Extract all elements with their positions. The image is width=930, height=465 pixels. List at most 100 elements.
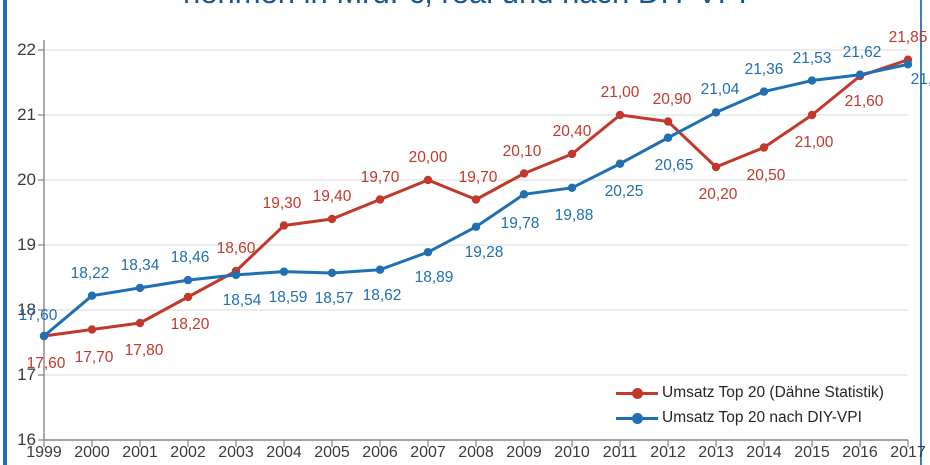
- legend-marker-red-icon: [616, 386, 658, 400]
- data-point: [231, 270, 241, 280]
- x-tick-label: 2015: [794, 444, 830, 461]
- y-tick-label: 17: [17, 365, 36, 384]
- data-point: [471, 195, 481, 204]
- data-label: 18,34: [120, 256, 160, 274]
- x-tick-label: 2012: [650, 444, 686, 461]
- data-label: 18,62: [362, 286, 402, 304]
- x-tick-label: 2007: [410, 444, 446, 461]
- data-point: [183, 292, 193, 302]
- data-label: 20,40: [552, 123, 592, 140]
- data-label: 21,04: [700, 81, 740, 99]
- data-point: [519, 190, 529, 199]
- x-tick-label: 2001: [122, 444, 158, 461]
- data-point: [711, 108, 721, 117]
- data-point: [711, 162, 721, 172]
- data-label: 18,89: [414, 269, 454, 287]
- data-point: [375, 195, 385, 204]
- legend-item-blue[interactable]: Umsatz Top 20 nach DIY-VPI: [616, 405, 916, 430]
- right-border-accent: [920, 0, 922, 465]
- legend-marker-blue-icon: [616, 411, 658, 425]
- data-label: 17,60: [26, 355, 66, 372]
- data-label: 17,80: [124, 342, 164, 359]
- data-label: 20,00: [408, 149, 448, 166]
- data-label: 20,90: [652, 90, 692, 108]
- data-point: [615, 159, 625, 168]
- data-label: 20,20: [698, 186, 738, 203]
- data-label: 17,60: [18, 307, 58, 324]
- data-point: [663, 117, 673, 126]
- chart-legend: Umsatz Top 20 (Dähne Statistik) Umsatz T…: [616, 380, 916, 430]
- data-label: 20,10: [502, 142, 542, 160]
- data-label: 19,30: [262, 194, 302, 212]
- data-label: 21,36: [744, 60, 784, 78]
- x-tick-label: 2004: [266, 444, 302, 461]
- legend-label-blue: Umsatz Top 20 nach DIY-VPI: [662, 408, 862, 426]
- data-point: [279, 221, 289, 230]
- data-point: [423, 175, 433, 185]
- y-tick-label: 22: [17, 40, 36, 59]
- data-point: [567, 149, 577, 159]
- x-tick-label: 2017: [890, 444, 926, 461]
- data-label: 21,78: [910, 71, 930, 89]
- data-point: [135, 318, 145, 328]
- x-tick-label: 2013: [698, 444, 734, 461]
- data-label: 21,53: [792, 49, 832, 67]
- data-label: 20,65: [654, 156, 694, 174]
- data-label: 17,70: [74, 348, 114, 366]
- data-label: 18,57: [314, 289, 354, 307]
- chart-title: nehmen in Mrd. €, real und nach DIY-VPI: [0, 0, 930, 11]
- data-point: [279, 267, 289, 276]
- data-point: [903, 60, 913, 69]
- x-tick-label: 2000: [74, 444, 110, 461]
- data-label: 21,85: [888, 28, 928, 46]
- data-label: 18,46: [170, 249, 210, 267]
- data-point: [183, 275, 193, 285]
- data-point: [855, 70, 865, 79]
- data-label: 21,00: [600, 84, 640, 101]
- data-label: 20,50: [746, 166, 786, 184]
- data-point: [663, 133, 673, 142]
- data-label: 21,62: [842, 43, 882, 61]
- legend-item-red[interactable]: Umsatz Top 20 (Dähne Statistik): [616, 380, 916, 405]
- data-point: [87, 325, 97, 334]
- x-tick-label: 1999: [26, 444, 62, 461]
- data-point: [615, 110, 625, 120]
- x-tick-label: 2016: [842, 444, 878, 461]
- data-point: [519, 169, 529, 178]
- y-tick-label: 20: [17, 170, 36, 189]
- x-tick-label: 2011: [602, 444, 638, 461]
- x-tick-label: 2002: [170, 444, 206, 461]
- data-point: [759, 87, 769, 96]
- x-tick-label: 2006: [362, 444, 398, 461]
- legend-label-red: Umsatz Top 20 (Dähne Statistik): [662, 383, 884, 401]
- data-label: 19,70: [458, 168, 498, 186]
- x-tick-label: 2010: [554, 444, 590, 461]
- x-tick-label: 2008: [458, 444, 494, 461]
- data-label: 21,60: [844, 93, 884, 110]
- data-point: [327, 268, 337, 278]
- data-point: [135, 283, 145, 293]
- y-tick-label: 21: [17, 105, 36, 124]
- data-label: 19,78: [500, 215, 540, 233]
- data-point: [471, 222, 481, 231]
- data-label: 19,88: [554, 206, 594, 224]
- data-point: [759, 143, 769, 152]
- data-label: 19,28: [464, 243, 504, 261]
- x-tick-label: 2014: [746, 444, 782, 461]
- data-point: [567, 183, 577, 192]
- data-point: [807, 76, 817, 85]
- x-tick-label: 2009: [506, 444, 542, 461]
- data-point: [423, 247, 433, 257]
- data-label: 19,70: [360, 168, 400, 186]
- x-tick-label: 2005: [314, 444, 350, 461]
- y-tick-label: 19: [17, 235, 36, 254]
- y-tick-label: 16: [17, 430, 36, 449]
- data-point: [807, 110, 817, 120]
- data-label: 18,22: [70, 264, 110, 282]
- data-label: 18,54: [222, 291, 262, 309]
- x-tick-label: 2003: [218, 444, 254, 461]
- data-point: [39, 331, 49, 341]
